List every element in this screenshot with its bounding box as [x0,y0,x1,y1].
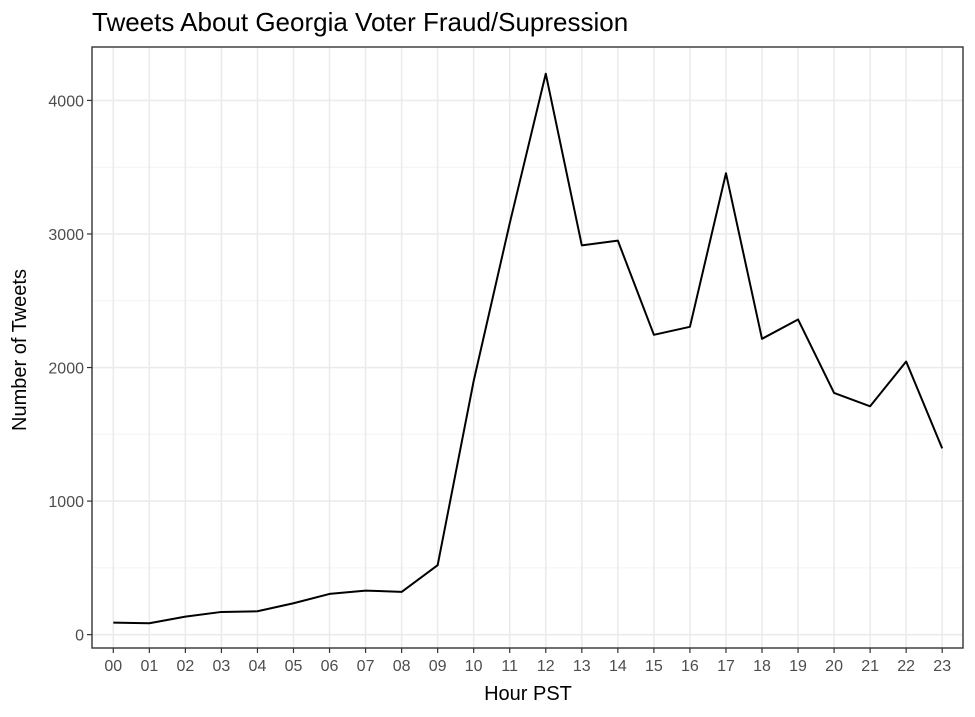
x-tick-label: 14 [609,658,627,675]
x-tick-label: 10 [465,658,483,675]
x-tick-label: 03 [213,658,231,675]
x-tick-label: 17 [717,658,735,675]
major-gridlines [92,47,963,648]
x-tick-label: 13 [573,658,591,675]
y-tick-label: 1000 [48,494,84,511]
x-tick-label: 23 [933,658,951,675]
x-tick-label: 15 [645,658,663,675]
y-tick-label: 3000 [48,227,84,244]
x-tick-label: 22 [897,658,915,675]
y-tick-label: 4000 [48,93,84,110]
x-tick-label: 09 [429,658,447,675]
plot-panel-background [92,47,963,648]
y-tick-label: 0 [75,628,84,645]
x-tick-label: 20 [825,658,843,675]
x-tick-label: 05 [285,658,303,675]
minor-gridlines [92,166,963,569]
x-tick-label: 11 [501,658,518,675]
x-tick-label: 19 [789,658,807,675]
plot-panel-border [91,46,964,649]
x-tick-label: 02 [176,658,194,675]
x-axis: 00 01 02 03 04 05 06 07 08 09 10 11 12 13 14 15 16 17 18 19… [104,648,951,675]
y-axis: 0 1000 2000 3000 4000 [48,93,92,645]
y-tick-label: 2000 [48,361,84,378]
x-tick-label: 00 [104,658,122,675]
x-tick-label: 12 [537,658,555,675]
x-axis-title: Hour PST [484,683,572,705]
series-line [113,72,944,625]
plot-area: 0 1000 2000 3000 4000 00 01 02 03 04 05 06 07 08 09 10 1… [48,46,964,675]
x-tick-label: 01 [140,658,158,675]
x-tick-label: 16 [681,658,699,675]
x-tick-label: 21 [861,658,879,675]
x-tick-label: 06 [321,658,339,675]
x-tick-label: 08 [393,658,411,675]
chart-title: Tweets About Georgia Voter Fraud/Supress… [92,7,628,37]
y-axis-title: Number of Tweets [9,269,31,431]
x-tick-label: 07 [357,658,375,675]
x-tick-label: 18 [753,658,771,675]
x-tick-label: 04 [249,658,267,675]
